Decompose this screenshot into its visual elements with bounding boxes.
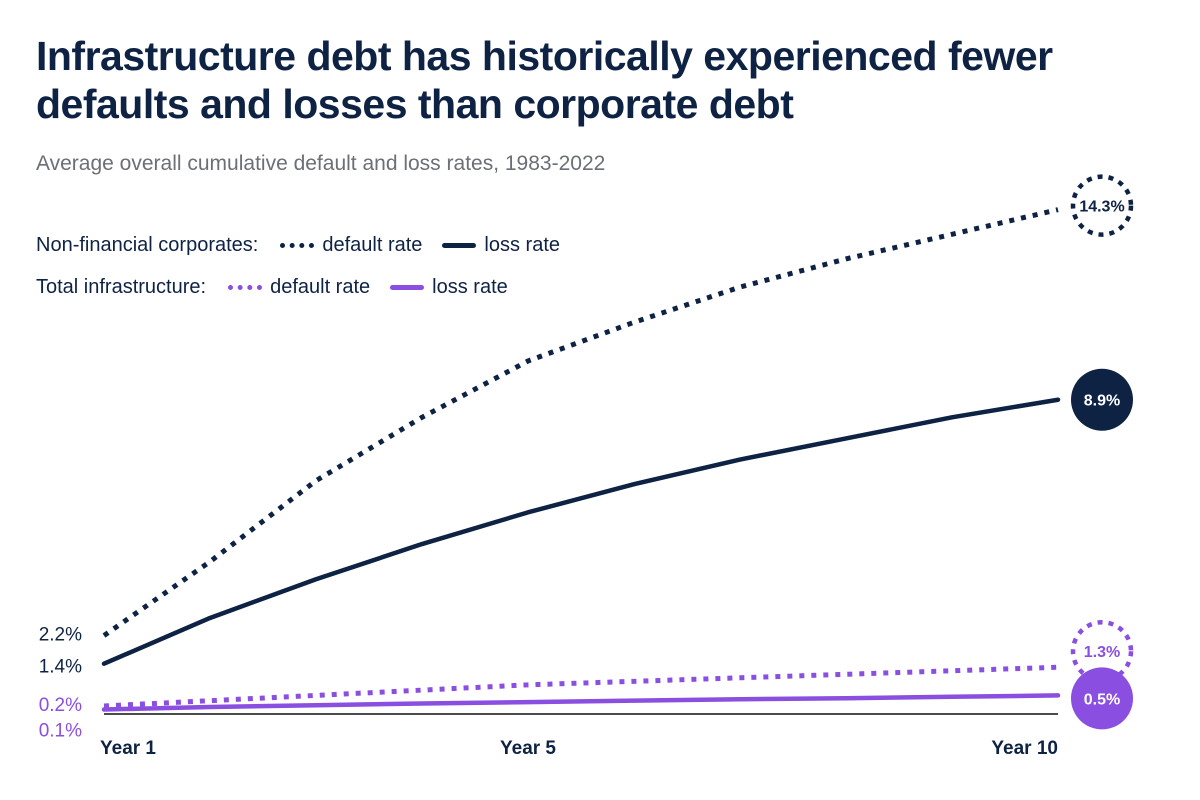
solid-line-swatch-icon (442, 243, 477, 248)
legend-row-corporates: Non-financial corporates: default rate l… (36, 234, 580, 257)
end-value-label: 14.3% (1079, 199, 1124, 216)
legend-item-label: default rate (270, 276, 371, 298)
legend-item-label: loss rate (484, 234, 561, 256)
start-value-label: 0.2% (39, 695, 82, 716)
legend-group-label: Non-financial corporates: (36, 234, 259, 256)
end-value-label: 8.9% (1084, 393, 1120, 410)
start-value-label: 2.2% (39, 625, 82, 646)
legend-item-infra-loss: loss rate (390, 276, 508, 299)
dotted-line-swatch-icon (280, 243, 315, 248)
end-value-badge (1071, 667, 1133, 730)
legend-item-label: default rate (322, 234, 423, 256)
legend-item-label: loss rate (432, 276, 508, 298)
legend-item-corporate-default: default rate (280, 234, 422, 257)
legend-group-label: Total infrastructure: (36, 276, 207, 298)
legend-item-infra-default: default rate (228, 276, 370, 299)
x-tick-label: Year 5 (500, 738, 556, 759)
dotted-line-swatch-icon (228, 285, 263, 290)
end-value-label: 1.3% (1084, 644, 1120, 661)
chart-subtitle: Average overall cumulative default and l… (36, 152, 606, 175)
start-value-label: 0.1% (39, 720, 82, 741)
series-line-loss-3 (101, 693, 1061, 712)
end-value-label: 0.5% (1084, 691, 1120, 708)
series-line-default-0 (102, 207, 1059, 638)
series-line-loss-1 (101, 397, 1061, 666)
legend-item-corporate-loss: loss rate (442, 234, 560, 257)
x-tick-label: Year 10 (991, 738, 1058, 759)
legend-row-infrastructure: Total infrastructure: default rate loss … (36, 276, 528, 299)
end-value-badge (1071, 368, 1133, 431)
solid-line-swatch-icon (390, 285, 425, 290)
page-title: Infrastructure debt has historically exp… (36, 33, 1053, 127)
series-line-default-2 (103, 664, 1059, 709)
start-value-label: 1.4% (39, 657, 82, 678)
end-value-badge (1070, 174, 1134, 237)
x-tick-label: Year 1 (100, 738, 156, 759)
